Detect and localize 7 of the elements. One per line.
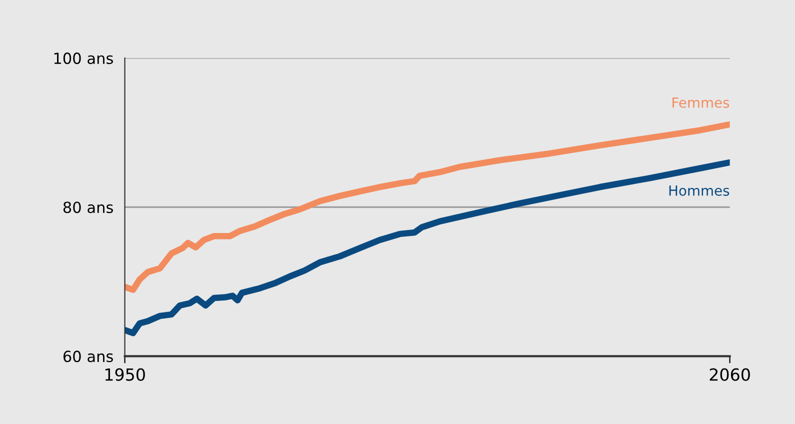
y-tick-label: 100 ans [54,52,113,64]
series-label: Femmes [672,98,730,108]
series-label: Hommes [669,186,730,196]
y-tick-label: 80 ans [63,202,113,214]
x-tick-label: 2060 [710,368,750,381]
x-tick-label: 1950 [105,368,145,381]
y-tick-label: 60 ans [63,350,113,362]
